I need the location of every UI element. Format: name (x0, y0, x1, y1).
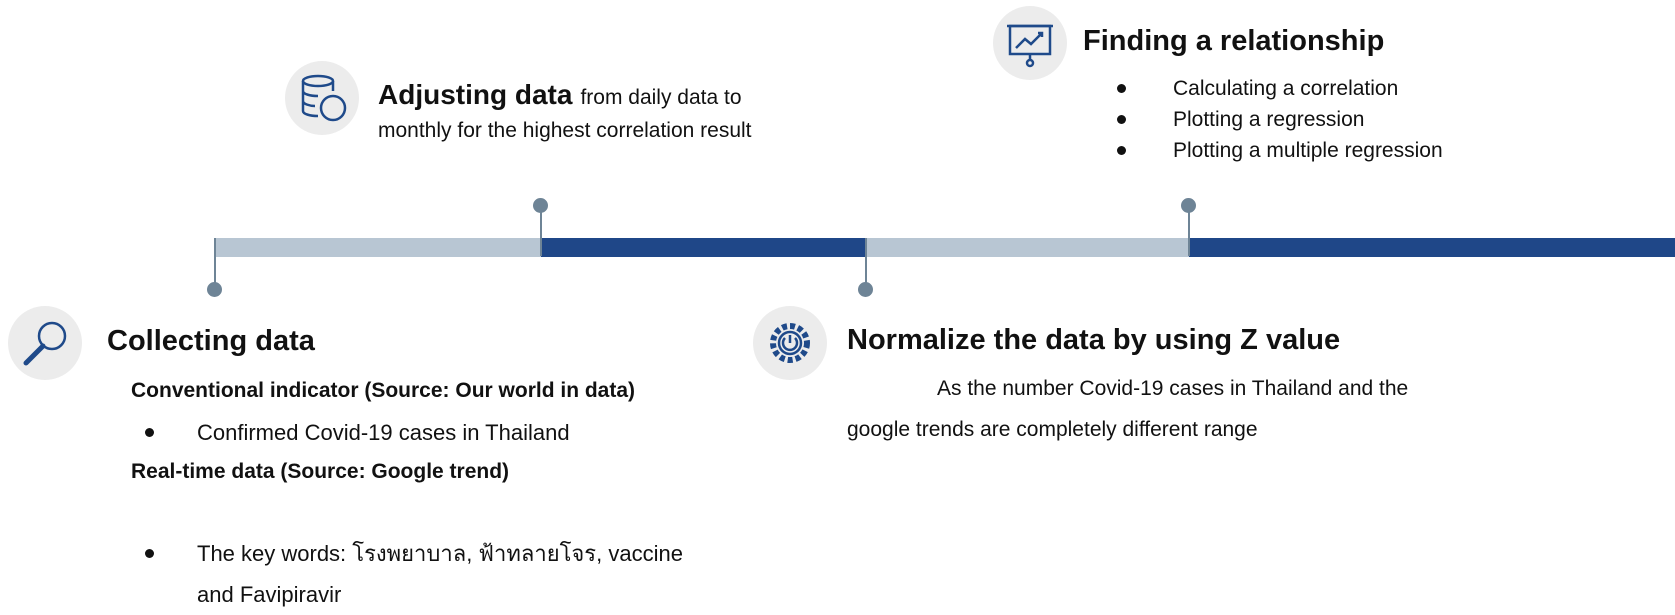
timeline-segment (541, 238, 866, 257)
connector-dot (207, 282, 222, 297)
connector (214, 238, 216, 288)
bullet-item: Calculating a correlation (1117, 73, 1443, 104)
step-title: Collecting data (107, 325, 315, 357)
connector (865, 238, 867, 288)
step-description: Adjusting data from daily data to monthly… (378, 78, 808, 147)
timeline-segment (1189, 238, 1675, 257)
bullet (145, 428, 154, 437)
bullet-list: Calculating a correlation Plotting a reg… (1117, 73, 1443, 166)
bullet-item: Plotting a multiple regression (1117, 135, 1443, 166)
timeline-segment (215, 238, 541, 257)
bullet-text: The key words: โรงพยาบาล, ฟ้าทลายโจร, va… (197, 541, 683, 607)
step-text: from daily data to monthly for the highe… (378, 86, 752, 142)
bullet-text: Confirmed Covid-19 cases in Thailand (197, 420, 570, 445)
bullet-item: The key words: โรงพยาบาล, ฟ้าทลายโจร, va… (145, 533, 705, 615)
bullet (1117, 84, 1126, 93)
bullet-item: Confirmed Covid-19 cases in Thailand (145, 412, 705, 453)
connector (540, 206, 542, 256)
icon-gear (753, 306, 827, 380)
bullet (1117, 146, 1126, 155)
icon-presentation (993, 6, 1067, 80)
step-title: Normalize the data by using Z value (847, 324, 1341, 356)
bullet-item: Plotting a regression (1117, 104, 1443, 135)
step-title: Adjusting data (378, 79, 573, 110)
bullet-text: Plotting a multiple regression (1173, 139, 1443, 162)
bullet-text: Calculating a correlation (1173, 77, 1399, 100)
bullet (145, 549, 154, 558)
section-heading: Conventional indicator (Source: Our worl… (131, 379, 636, 402)
icon-database (285, 61, 359, 135)
icon-search (8, 306, 82, 380)
bullet-text: Plotting a regression (1173, 108, 1365, 131)
step-title: Finding a relationship (1083, 25, 1385, 57)
step-text: As the number Covid-19 cases in Thailand… (847, 377, 1409, 441)
connector-dot (858, 282, 873, 297)
timeline-segment (866, 238, 1189, 257)
connector-dot (533, 198, 548, 213)
section-heading: Real-time data (Source: Google trend) (131, 460, 510, 483)
connector-dot (1181, 198, 1196, 213)
connector (1188, 206, 1190, 256)
bullet (1117, 115, 1126, 124)
